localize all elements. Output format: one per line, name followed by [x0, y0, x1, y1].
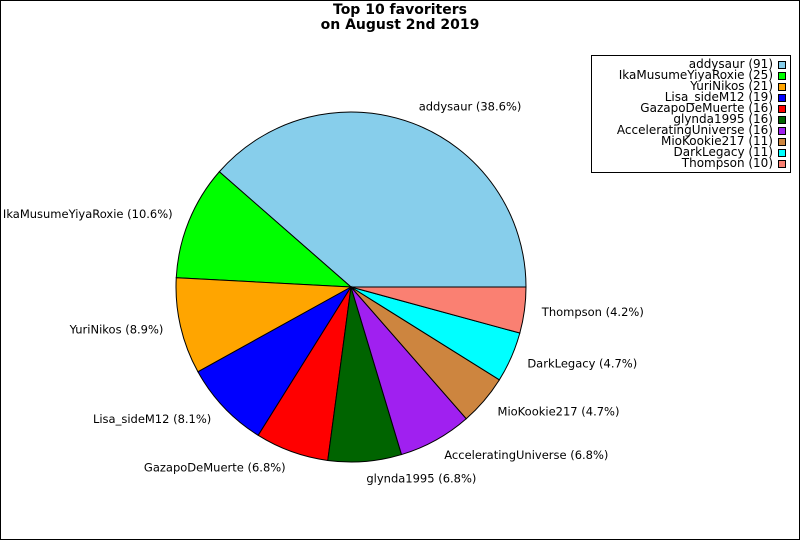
- legend-label: GazapoDeMuerte (16): [640, 101, 773, 115]
- slice-label-addysaur: addysaur (38.6%): [419, 99, 522, 113]
- slice-label-miokookie217: MioKookie217 (4.7%): [498, 404, 620, 418]
- legend-label: DarkLegacy (11): [673, 145, 773, 159]
- legend-item: glynda1995 (16): [592, 112, 786, 126]
- chart-title-line-1: Top 10 favoriters: [333, 2, 467, 18]
- chart-title: Top 10 favoriters on August 2nd 2019: [1, 3, 799, 33]
- legend-label: Thompson (10): [681, 156, 773, 170]
- pie-slice-thompson: [350, 286, 527, 334]
- legend-swatch: [778, 115, 786, 124]
- legend-item: AcceleratingUniverse (16): [592, 123, 786, 137]
- slice-label-acceleratinguniverse: AcceleratingUniverse (6.8%): [444, 448, 608, 462]
- legend-swatch: [778, 148, 786, 157]
- legend-label: glynda1995 (16): [673, 112, 773, 126]
- legend: addysaur (91) IkaMusumeYiyaRoxie (25) Yuri…: [591, 55, 791, 173]
- slice-label-glynda1995: glynda1995 (6.8%): [366, 471, 476, 485]
- slice-label-ikamusumeyiyaroxie: IkaMusumeYiyaRoxie (10.6%): [3, 207, 173, 221]
- slice-label-lisa-sidem12: Lisa_sideM12 (8.1%): [93, 412, 211, 426]
- legend-item: MioKookie217 (11): [592, 134, 786, 148]
- slice-label-darklegacy: DarkLegacy (4.7%): [527, 357, 637, 371]
- legend-label: Lisa_sideM12 (19): [664, 90, 773, 104]
- legend-item: GazapoDeMuerte (16): [592, 101, 786, 115]
- pie-slice-ikamusumeyiyaroxie: [175, 171, 353, 288]
- legend-item: Thompson (10): [592, 156, 786, 170]
- legend-label: YuriNikos (21): [690, 79, 773, 93]
- legend-item: addysaur (91): [592, 57, 786, 71]
- legend-swatch: [778, 60, 786, 69]
- legend-item: Lisa_sideM12 (19): [592, 90, 786, 104]
- pie-slice-lisa-sidem12: [197, 285, 353, 437]
- pie-slice-addysaur: [218, 111, 527, 288]
- slice-label-thompson: Thompson (4.2%): [541, 305, 644, 319]
- legend-swatch: [778, 82, 786, 91]
- legend-swatch: [778, 104, 786, 113]
- legend-label: AcceleratingUniverse (16): [616, 123, 773, 137]
- legend-swatch: [778, 159, 786, 168]
- slice-label-gazapodemuerte: GazapoDeMuerte (6.8%): [144, 461, 286, 475]
- legend-item: IkaMusumeYiyaRoxie (25): [592, 68, 786, 82]
- legend-swatch: [778, 93, 786, 102]
- legend-label: IkaMusumeYiyaRoxie (25): [618, 68, 773, 82]
- chart-title-line-2: on August 2nd 2019: [320, 17, 480, 33]
- legend-swatch: [778, 126, 786, 135]
- legend-item: DarkLegacy (11): [592, 145, 786, 159]
- legend-label: addysaur (91): [688, 57, 773, 71]
- slice-label-yurinikos: YuriNikos (8.9%): [69, 323, 164, 337]
- legend-item: YuriNikos (21): [592, 79, 786, 93]
- legend-label: MioKookie217 (11): [660, 134, 773, 148]
- legend-swatch: [778, 71, 786, 80]
- legend-swatch: [778, 137, 786, 146]
- pie-slice-yurinikos: [175, 277, 353, 373]
